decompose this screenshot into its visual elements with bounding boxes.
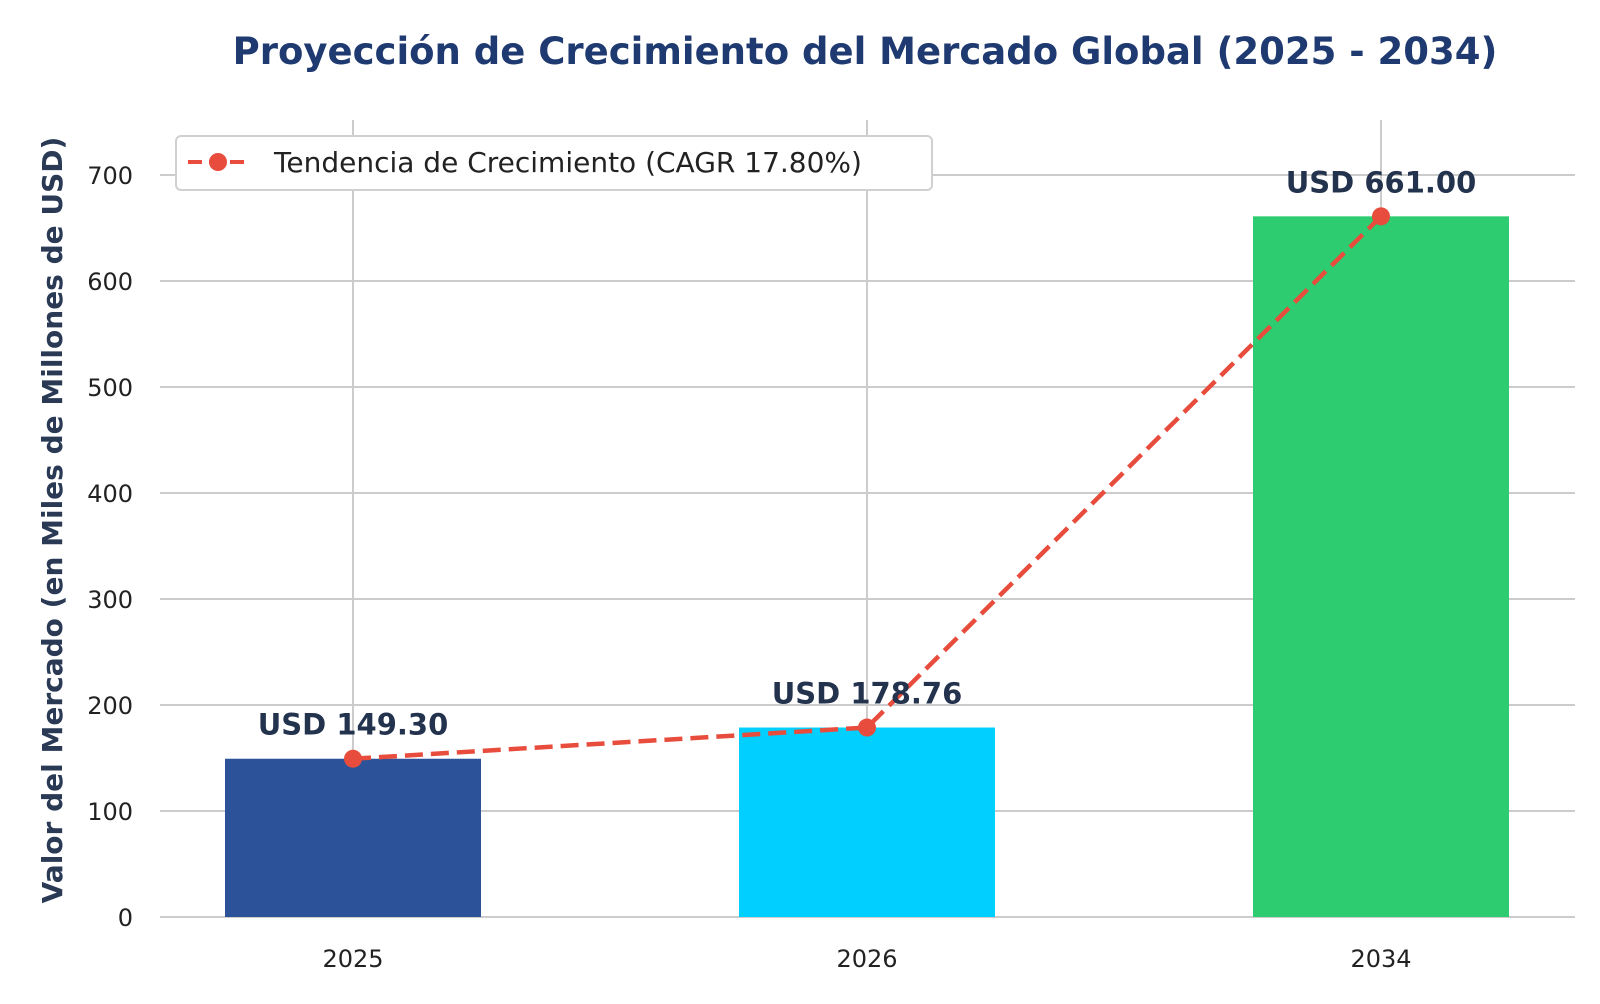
y-tick-label: 700 (87, 162, 133, 190)
legend-entry-label: Tendencia de Crecimiento (CAGR 17.80%) (273, 146, 862, 179)
y-axis-label: Valor del Mercado (en Miles de Millones … (36, 137, 69, 904)
legend: Tendencia de Crecimiento (CAGR 17.80%) (175, 135, 933, 191)
x-tick-label: 2026 (836, 945, 897, 973)
value-label-2025: USD 149.30 (258, 708, 449, 742)
x-tick-label: 2025 (322, 945, 383, 973)
ticks-layer: 0 100 200 300 400 500 600 700 2025 2026 2034 (87, 162, 1411, 973)
bar-2025 (225, 758, 481, 917)
trend-point-2034 (1372, 207, 1390, 226)
y-tick-label: 100 (87, 798, 133, 826)
y-tick-label: 400 (87, 480, 133, 508)
trend-line-layer (344, 207, 1390, 768)
y-tick-label: 200 (87, 692, 133, 720)
bar-2026 (739, 727, 995, 917)
chart-title: Proyección de Crecimiento del Mercado Gl… (233, 30, 1498, 73)
bars-layer (225, 216, 1509, 918)
bar-2034 (1253, 216, 1509, 918)
legend-box (175, 135, 933, 191)
y-tick-label: 0 (118, 904, 133, 932)
value-label-2026: USD 178.76 (772, 677, 963, 711)
trend-line (352, 214, 1383, 761)
legend-marker-icon (209, 153, 227, 171)
x-tick-label: 2034 (1350, 945, 1411, 973)
y-tick-label: 500 (87, 374, 133, 402)
trend-point-2025 (344, 749, 362, 768)
y-tick-label: 600 (87, 268, 133, 296)
trend-point-2026 (858, 718, 876, 737)
value-labels-layer: USD 149.30 USD 178.76 USD 661.00 (258, 165, 1477, 741)
value-label-2034: USD 661.00 (1286, 165, 1477, 199)
y-tick-label: 300 (87, 586, 133, 614)
